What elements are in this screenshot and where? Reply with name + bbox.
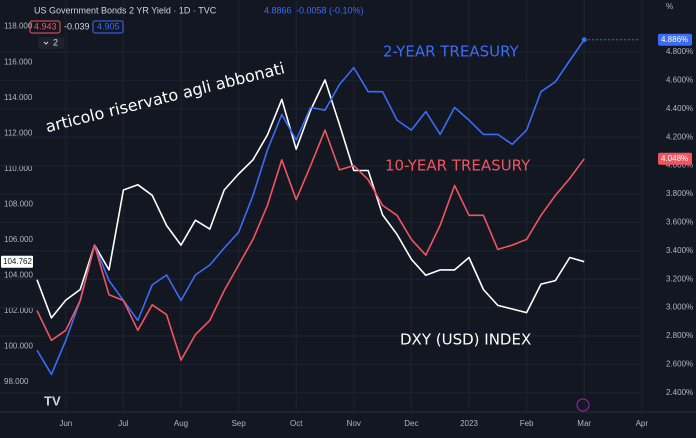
x-tick-label: Jul xyxy=(118,419,128,428)
series-line xyxy=(36,39,585,376)
series-line xyxy=(36,79,585,319)
header-change: -0.0058 (-0.10%) xyxy=(296,5,364,15)
y-tick-label: 104.000 xyxy=(4,270,33,279)
y2-tick-label: 3.200% xyxy=(666,274,693,283)
last-value-box xyxy=(1,255,33,268)
annotation: DXY (USD) INDEX xyxy=(400,331,531,349)
bid: 4.943 xyxy=(34,21,57,31)
last-value-box xyxy=(658,33,692,46)
y2-tick-label: 4.400% xyxy=(666,104,693,113)
logo: TV xyxy=(44,393,61,408)
indicator-count: 2 xyxy=(53,37,58,47)
indicator-toggle[interactable] xyxy=(38,37,64,49)
y-tick-label: 110.000 xyxy=(4,164,33,173)
ask: 4.905 xyxy=(97,21,120,31)
header-title: US Government Bonds 2 YR Yield · 1D · TV… xyxy=(34,5,217,15)
ask-box xyxy=(92,20,124,34)
grid: 98.000 100.000 102.000 104.000 106.000 108.00… xyxy=(0,0,696,428)
annotation: 2-YEAR TREASURY xyxy=(383,43,520,61)
y2-tick-label: 2.800% xyxy=(666,331,693,340)
lines: 104.762 4.886% 4.048% xyxy=(1,33,692,376)
annotation: 10-YEAR TREASURY xyxy=(385,157,531,175)
header-price: 4.8866 xyxy=(264,5,292,15)
last-point xyxy=(581,37,587,43)
spread: -0.039 xyxy=(64,21,90,31)
y2-tick-label: 3.600% xyxy=(666,218,693,227)
x-tick-label: Mar xyxy=(577,419,591,428)
y2-tick-label: 3.000% xyxy=(666,303,693,312)
y2-tick-label: 2.400% xyxy=(666,388,693,397)
y2-tick-label: 4.600% xyxy=(666,75,693,84)
x-tick-label: Sep xyxy=(231,419,246,428)
y-tick-label: 98.000 xyxy=(4,377,29,386)
y2-unit: % xyxy=(666,2,673,11)
y-tick-label: 100.000 xyxy=(4,341,33,350)
series-line xyxy=(36,129,585,361)
last-value-box xyxy=(658,152,692,165)
x-tick-label: Aug xyxy=(174,419,188,428)
bid-box xyxy=(29,20,61,34)
y2-tick-label: 4.000% xyxy=(666,161,693,170)
y-tick-label: 106.000 xyxy=(4,235,33,244)
last-value-label: 104.762 xyxy=(3,257,32,266)
y-tick-label: 114.000 xyxy=(4,93,33,102)
chevron xyxy=(43,41,49,45)
x-tick-label: 2023 xyxy=(460,419,478,428)
y2-tick-label: 4.200% xyxy=(666,132,693,141)
y2-tick-label: 2.600% xyxy=(666,360,693,369)
x-tick-label: Feb xyxy=(520,419,534,428)
last-value-label: 4.048% xyxy=(661,154,688,163)
x-tick-label: Apr xyxy=(636,419,649,428)
y2-tick-label: 3.400% xyxy=(666,246,693,255)
x-tick-label: Nov xyxy=(347,419,361,428)
x-tick-label: Jun xyxy=(59,419,72,428)
y-tick-label: 108.000 xyxy=(4,199,33,208)
y-tick-label: 102.000 xyxy=(4,306,33,315)
y2-tick-label: 3.800% xyxy=(666,189,693,198)
y-tick-label: 112.000 xyxy=(4,128,33,137)
x-tick-label: Oct xyxy=(290,419,303,428)
last-value-label: 4.886% xyxy=(661,35,688,44)
y-tick-label: 116.000 xyxy=(4,57,33,66)
y-tick-label: 118.000 xyxy=(4,22,33,31)
event-icon[interactable] xyxy=(576,398,590,412)
x-tick-label: Dec xyxy=(404,419,418,428)
y2-tick-label: 4.800% xyxy=(666,47,693,56)
